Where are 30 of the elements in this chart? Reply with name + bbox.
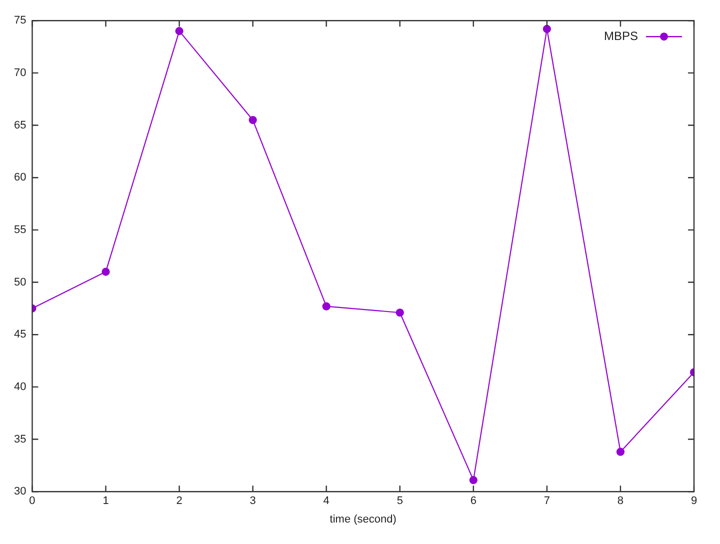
- point: [102, 268, 110, 276]
- point: [248, 116, 257, 124]
- x-tick-label: 4: [323, 495, 330, 508]
- y-tick-label: 40: [14, 380, 26, 393]
- point: [396, 308, 404, 317]
- point: [616, 448, 625, 456]
- y-tick-label: 65: [14, 119, 26, 132]
- y-tick-label: 60: [14, 172, 26, 184]
- point: [175, 27, 184, 36]
- x-tick-label: 3: [250, 495, 256, 508]
- y-tick-label: 70: [14, 66, 26, 79]
- y-tick-label: 30: [14, 486, 26, 498]
- legend-label: MBPS: [604, 28, 638, 43]
- y-tick-label: 45: [14, 328, 26, 341]
- x-tick-label: 1: [102, 495, 109, 508]
- x-tick-label: 6: [470, 495, 476, 508]
- point: [542, 24, 551, 34]
- x-tick-label: 7: [544, 495, 550, 508]
- y-tick-label: 35: [14, 433, 26, 446]
- point: [322, 302, 330, 310]
- point: [469, 476, 478, 484]
- x-axis-title: time (second): [330, 513, 396, 526]
- x-tick-label: 8: [617, 495, 624, 508]
- x-tick-label: 5: [396, 495, 403, 508]
- y-tick-label: 55: [14, 224, 26, 236]
- x-tick-label: 0: [29, 495, 36, 508]
- y-tick-label: 50: [14, 276, 26, 288]
- y-tick-label: 75: [14, 14, 26, 27]
- x-tick-label: 2: [176, 495, 182, 508]
- x-tick-label: 9: [690, 495, 698, 508]
